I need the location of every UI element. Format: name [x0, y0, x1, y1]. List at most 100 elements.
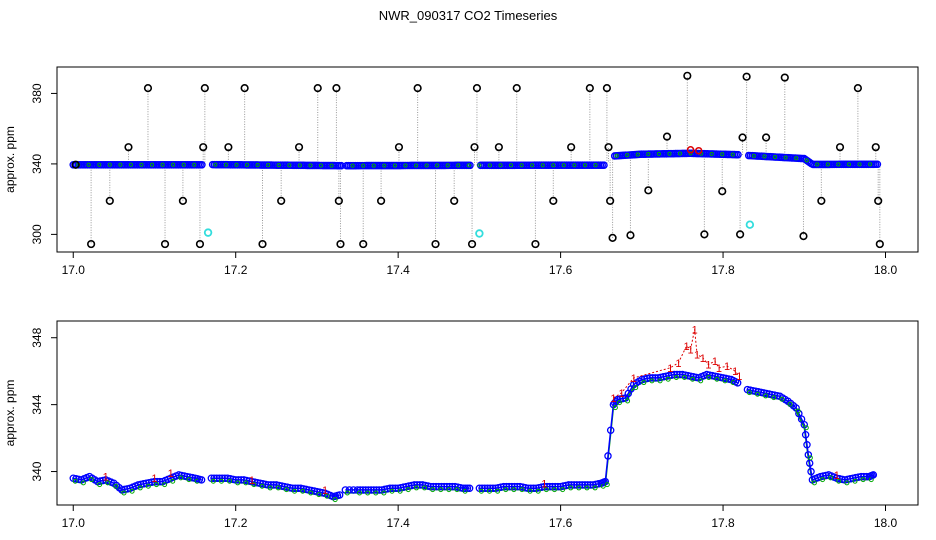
series-point-green: [820, 477, 826, 483]
baseline-point-green: [762, 154, 767, 159]
series-point: [481, 484, 489, 493]
series-point-green: [300, 488, 306, 494]
series-point: [267, 481, 275, 489]
series-point-green: [755, 391, 761, 397]
raw-outlier-point: [602, 84, 612, 93]
baseline-point-green: [540, 163, 545, 168]
series-point: [237, 476, 245, 484]
baseline-point-green: [318, 163, 324, 168]
series-point-green: [243, 480, 249, 486]
series-point: [372, 486, 381, 494]
series-point: [551, 482, 559, 491]
series-point-green: [503, 487, 509, 493]
y-tick-label: 300: [30, 224, 44, 244]
series-point: [153, 477, 161, 486]
baseline-point-green: [677, 151, 683, 156]
series-point-green: [836, 478, 842, 484]
series-point-green: [844, 480, 850, 486]
series-point: [529, 484, 538, 493]
series-point-green: [145, 483, 151, 489]
series-point: [291, 484, 300, 493]
series-point-green: [454, 487, 460, 493]
series-point: [510, 482, 519, 491]
series-point: [437, 482, 446, 491]
baseline-point-green: [192, 162, 197, 167]
series-point-green: [511, 487, 517, 493]
baseline-point-green: [181, 162, 186, 167]
series-point-green: [218, 478, 224, 484]
raw-outlier-point: [124, 143, 133, 152]
red-label-one: 1: [692, 324, 698, 336]
series-point-green: [422, 485, 428, 491]
series-point-green: [568, 485, 574, 491]
series-line-green: [479, 376, 739, 493]
series-point: [567, 481, 576, 489]
series-point-green: [779, 396, 785, 402]
raw-outlier-point: [160, 239, 170, 249]
series-point: [554, 482, 562, 491]
baseline-point-green: [223, 162, 229, 167]
baseline-point-green: [751, 153, 757, 158]
series-point: [465, 484, 474, 493]
series-point-green: [324, 493, 330, 499]
series-point-green: [430, 487, 436, 493]
series-point: [364, 486, 373, 494]
series-point: [807, 467, 815, 476]
baseline-point-green: [149, 162, 155, 167]
red-label-one: 1: [675, 358, 681, 370]
series-point-green: [681, 375, 687, 381]
series-point-green: [811, 480, 817, 486]
baseline-point-green: [625, 153, 630, 158]
series-point-green: [576, 485, 582, 491]
baseline-point-green: [825, 162, 830, 167]
baseline-point-green: [730, 152, 735, 157]
series-point-green: [381, 490, 387, 496]
x-tick-label: 17.0: [62, 516, 86, 530]
y-axis-label: approx. ppm: [3, 380, 17, 447]
series-point-green: [543, 487, 549, 493]
series-point-green: [97, 482, 103, 488]
series-point: [869, 471, 878, 479]
raw-outlier-point: [240, 84, 249, 93]
series-point-green: [170, 478, 176, 484]
raw-outlier-point: [294, 143, 304, 152]
series-point: [733, 379, 742, 387]
raw-outlier-point: [817, 196, 826, 206]
x-tick-label: 17.6: [549, 516, 573, 530]
series-point-green: [852, 478, 858, 484]
baseline-point-green: [308, 163, 313, 168]
series-point: [578, 481, 587, 489]
series-point: [234, 476, 243, 484]
baseline-point-green: [276, 163, 281, 168]
raw-outlier-point: [799, 232, 808, 241]
series-point-green: [186, 477, 192, 483]
red-label-one: 1: [736, 371, 742, 383]
y-tick-label: 348: [30, 327, 44, 347]
series-point-green: [113, 483, 119, 489]
baseline-point-green: [477, 163, 482, 168]
series-point-green: [72, 478, 78, 484]
baseline-point-green: [435, 163, 440, 168]
x-tick-label: 18.0: [874, 516, 898, 530]
red-label-one: 1: [541, 478, 547, 490]
series-point: [543, 482, 551, 491]
series-point: [505, 482, 513, 491]
series-point-green: [495, 488, 501, 494]
raw-outlier-point: [567, 143, 576, 152]
series-point: [801, 430, 810, 439]
baseline-point-green: [688, 151, 693, 156]
x-tick-label: 17.4: [386, 263, 410, 277]
series-point: [478, 484, 486, 493]
baseline-point-green: [772, 154, 778, 160]
raw-outlier-point: [608, 233, 617, 243]
baseline-point-green: [266, 162, 271, 168]
baseline-point-green: [297, 163, 302, 168]
x-tick-label: 17.2: [224, 263, 248, 277]
series-point-green: [787, 401, 793, 407]
baseline-point-green: [593, 163, 598, 168]
baseline-point-green: [783, 155, 788, 160]
series-point-green: [80, 480, 86, 486]
raw-outlier-point: [875, 239, 884, 249]
series-point-green: [235, 480, 241, 486]
